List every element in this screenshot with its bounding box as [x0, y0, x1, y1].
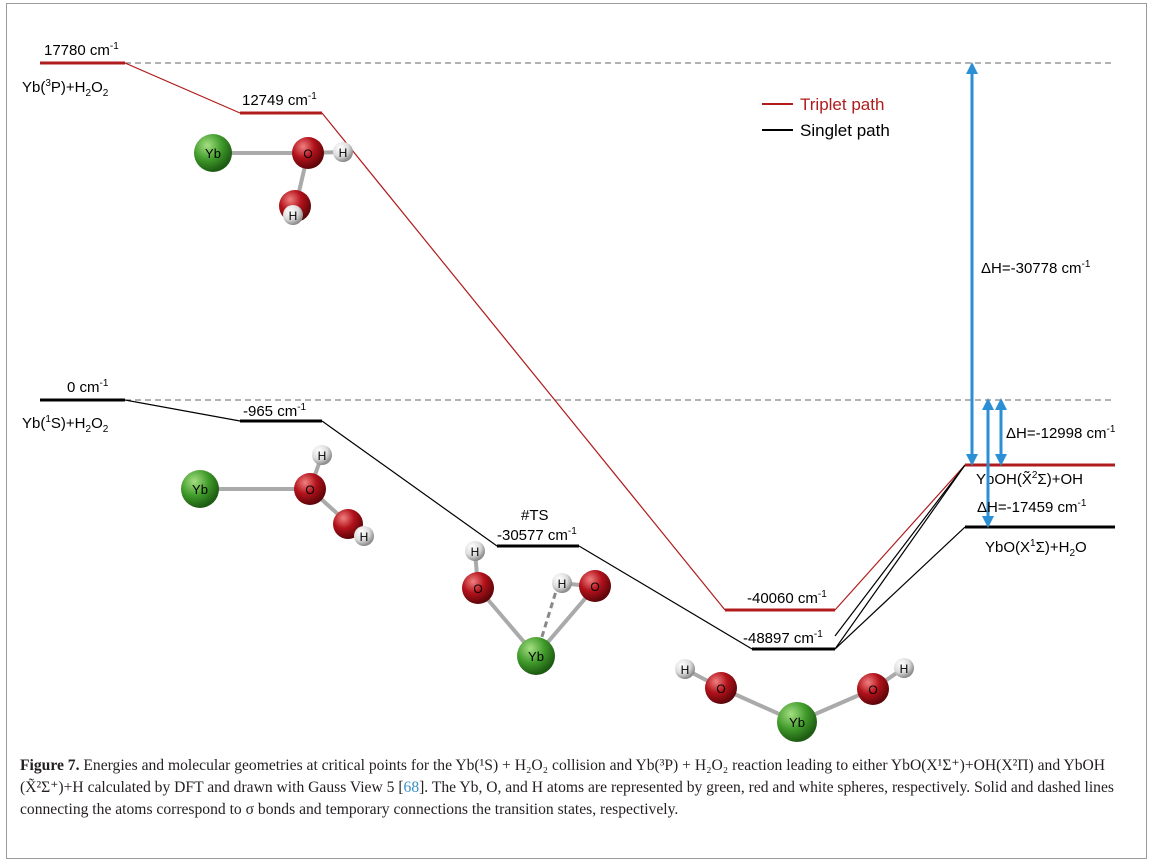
- caption-reference-link[interactable]: 68: [403, 779, 420, 796]
- enthalpy-big-label: ΔH=-30778 cm-1: [981, 259, 1091, 277]
- molecule-triplet-intermediate: Yb O H H: [194, 134, 353, 225]
- svg-text:H: H: [900, 662, 909, 676]
- svg-text:H: H: [681, 663, 690, 677]
- svg-text:Yb: Yb: [192, 482, 208, 497]
- caption-text-after: ]. The Yb, O, and H atoms are represente…: [20, 779, 1114, 818]
- label-yboh-product: YbOH(X̃2Σ)+OH: [976, 470, 1083, 488]
- yb-atom: [777, 702, 817, 742]
- svg-text:O: O: [473, 582, 482, 596]
- caption-text: Energies and molecular geometries at cri…: [20, 757, 1106, 796]
- legend-singlet-label: Singlet path: [800, 121, 890, 140]
- legend: Triplet path Singlet path: [762, 95, 890, 140]
- label-triplet-start-energy: 17780 cm-1: [44, 41, 119, 59]
- svg-text:O: O: [303, 147, 312, 161]
- caption-label: Figure 7.: [20, 757, 80, 774]
- label-ts-energy: -30577 cm-1: [497, 526, 577, 544]
- h-atom: [894, 658, 914, 678]
- svg-text:H: H: [471, 545, 480, 559]
- svg-text:O: O: [868, 683, 877, 697]
- yb-atom: [181, 470, 219, 508]
- label-singlet-intermediate-energy: -965 cm-1: [243, 402, 307, 420]
- molecule-minimum: H O Yb O H: [675, 658, 914, 742]
- o-atom: [462, 572, 494, 604]
- svg-text:O: O: [716, 682, 725, 696]
- o-atom: [579, 570, 611, 602]
- svg-text:H: H: [558, 577, 567, 591]
- label-singlet-start-energy: 0 cm-1: [67, 378, 109, 396]
- yb-atom: [194, 134, 232, 172]
- h-atom: [354, 526, 374, 546]
- svg-text:Yb: Yb: [528, 649, 544, 664]
- o-atom: [292, 137, 324, 169]
- label-ybo-product: YbO(X1Σ)+H2O: [985, 538, 1087, 559]
- o-atom: [705, 672, 737, 704]
- triplet-path: [124, 62, 966, 611]
- o-atom: [857, 673, 889, 705]
- svg-text:O: O: [305, 483, 314, 497]
- label-triplet-minimum-energy: -40060 cm-1: [747, 589, 827, 607]
- h-atom: [465, 541, 485, 561]
- svg-text:H: H: [318, 449, 327, 463]
- svg-text:Yb: Yb: [205, 146, 221, 161]
- svg-text:Yb: Yb: [789, 715, 805, 730]
- molecule-singlet-intermediate: Yb H O H: [181, 445, 374, 546]
- svg-text:O: O: [590, 580, 599, 594]
- label-triplet-start-species: Yb(3P)+H2O2: [22, 78, 109, 99]
- o-atom: [294, 473, 326, 505]
- legend-triplet-label: Triplet path: [800, 95, 884, 114]
- energy-diagram: 17780 cm-1 Yb(3P)+H2O2 12749 cm-1 0 cm-1…: [22, 41, 1116, 742]
- yb-atom: [517, 637, 555, 675]
- svg-text:H: H: [289, 209, 298, 223]
- svg-text:H: H: [339, 146, 348, 160]
- label-ts-name: #TS: [521, 507, 549, 524]
- h-atom: [312, 445, 332, 465]
- h-atom: [552, 573, 572, 593]
- h-atom: [283, 205, 303, 225]
- label-singlet-minimum-energy: -48897 cm-1: [743, 629, 823, 647]
- molecule-transition-state: H O H O Yb: [462, 541, 611, 675]
- h-atom: [675, 659, 695, 679]
- h-atom: [333, 142, 353, 162]
- label-singlet-start-species: Yb(1S)+H2O2: [22, 414, 109, 435]
- figure-frame: [6, 3, 1147, 859]
- figure-caption: Figure 7. Energies and molecular geometr…: [20, 755, 1140, 821]
- enthalpy-mid-label: ΔH=-12998 cm-1: [1006, 424, 1116, 442]
- singlet-path: [124, 399, 966, 650]
- svg-text:H: H: [360, 530, 369, 544]
- label-triplet-intermediate-energy: 12749 cm-1: [242, 91, 317, 109]
- enthalpy-low-label: ΔH=-17459 cm-1: [977, 498, 1087, 516]
